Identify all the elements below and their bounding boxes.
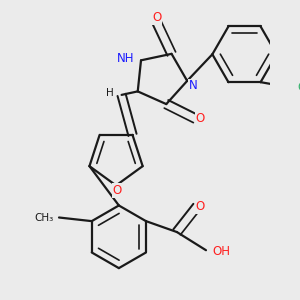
Text: O: O — [196, 200, 205, 213]
Text: N: N — [189, 80, 197, 92]
Text: O: O — [152, 11, 162, 24]
Text: CH₃: CH₃ — [34, 212, 53, 223]
Text: O: O — [196, 112, 205, 125]
Text: Cl: Cl — [297, 81, 300, 94]
Text: H: H — [106, 88, 114, 98]
Text: O: O — [112, 184, 122, 197]
Text: NH: NH — [116, 52, 134, 65]
Text: OH: OH — [212, 245, 230, 258]
